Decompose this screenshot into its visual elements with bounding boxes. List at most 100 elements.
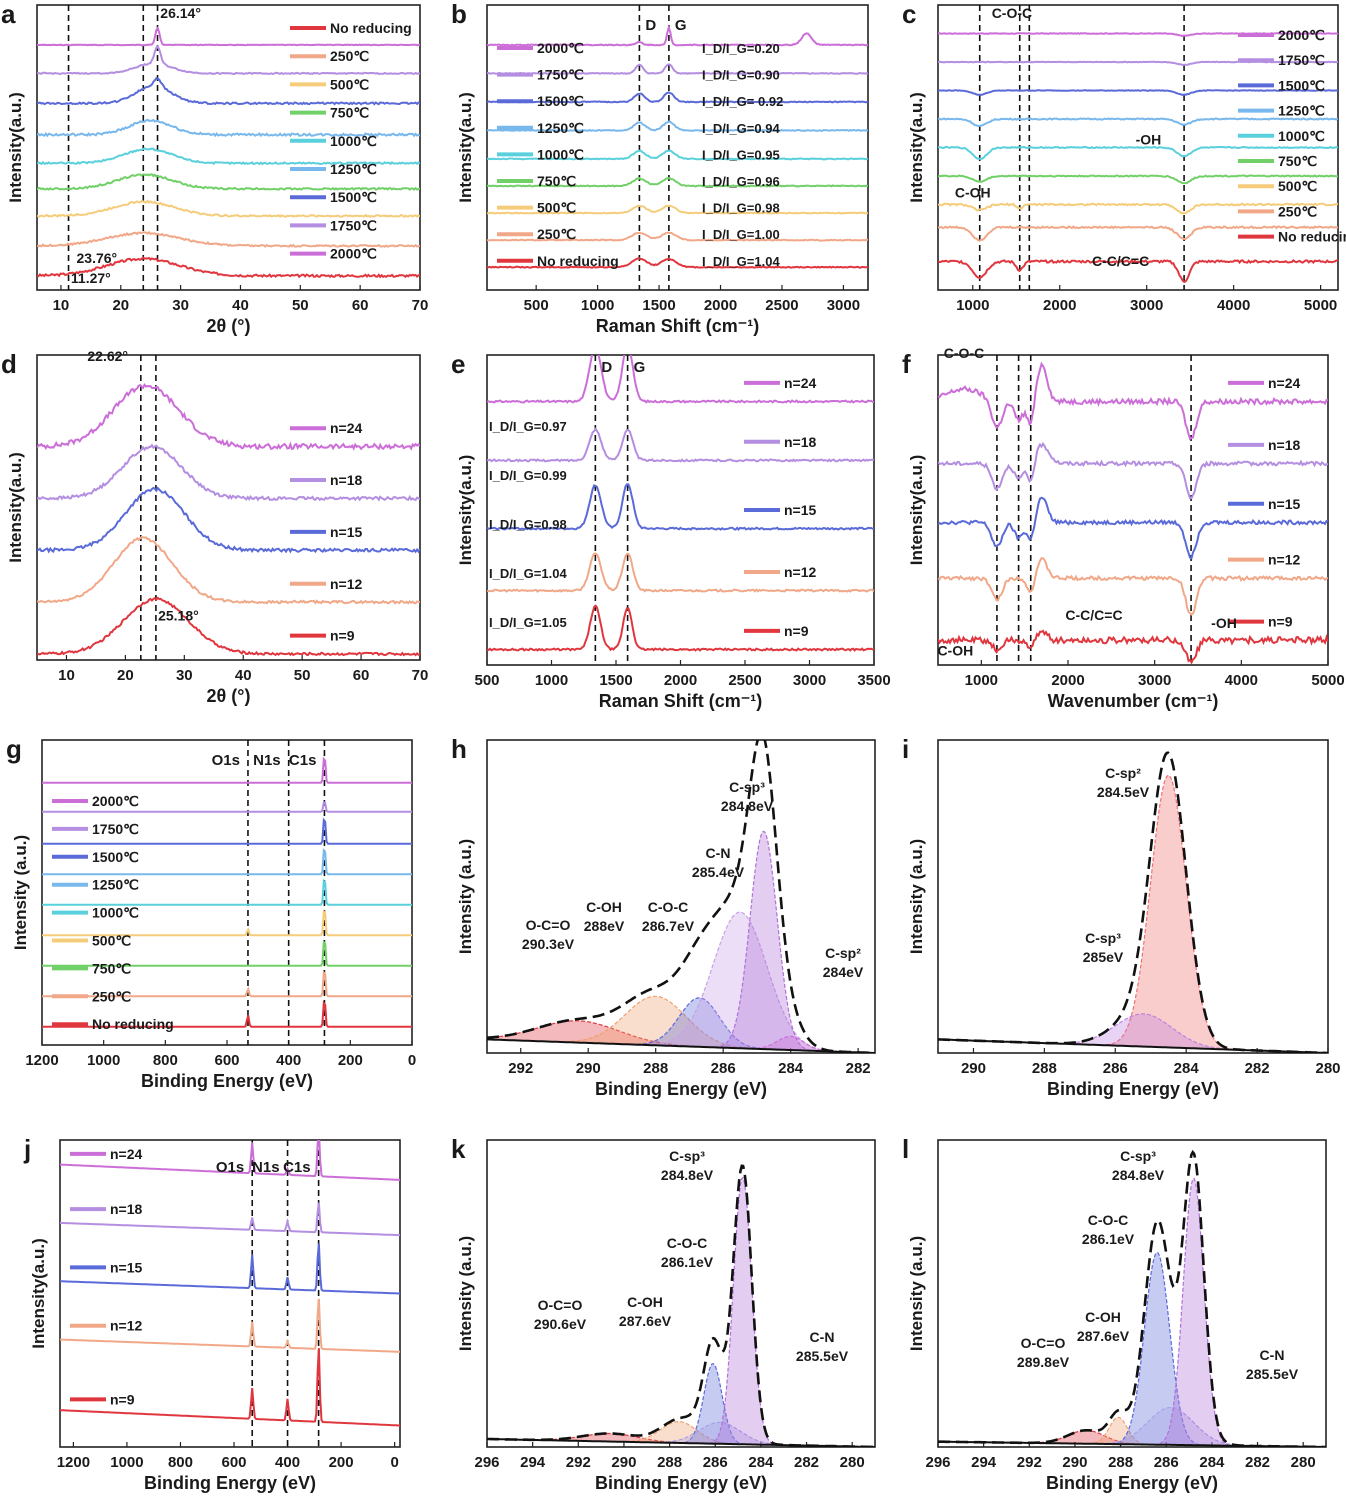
peak-name-label: C-OH <box>1085 1309 1121 1325</box>
panel-b: b 500 1000 1500 2000 2500 3000 Raman Shift (cm⁻… <box>451 0 869 336</box>
plot-frame <box>937 354 1329 666</box>
envelope-line <box>938 751 1328 1053</box>
legend-label: 250℃ <box>1278 203 1317 219</box>
peak-name-label: C-O-C <box>648 899 688 915</box>
series-line <box>487 552 874 593</box>
panel-letter: l <box>902 1134 909 1164</box>
background-line <box>487 1038 875 1053</box>
series-line <box>42 847 412 876</box>
x-axis-label: Binding Energy (eV) <box>595 1473 767 1493</box>
fit-component-fill <box>487 997 875 1053</box>
series-line <box>37 199 420 219</box>
plot-area <box>938 5 1338 290</box>
series-line <box>487 231 868 242</box>
fit-component-fill <box>938 1013 1328 1053</box>
panel-letter: h <box>451 734 467 764</box>
panel-letter: k <box>451 1134 466 1164</box>
x-tick-label: 10 <box>53 297 70 314</box>
x-tick-label: 280 <box>1315 1060 1340 1077</box>
ratio-label: I_D/I_G=0.98 <box>489 517 567 532</box>
series-line <box>938 496 1328 560</box>
peak-label: N1s <box>252 1159 280 1176</box>
x-tick-label: 288 <box>1032 1060 1057 1077</box>
legend-label: 1750℃ <box>537 67 584 83</box>
plot-area <box>938 1149 1326 1447</box>
x-tick-label: 284 <box>1174 1060 1200 1077</box>
ratio-label: I_D/I_G=0.90 <box>702 68 780 83</box>
y-axis-label: Intensity (a.u.) <box>11 835 30 950</box>
x-tick-label: 400 <box>275 1454 300 1471</box>
x-tick-label: 3000 <box>1130 297 1163 314</box>
legend-label: n=9 <box>1268 614 1293 630</box>
series-line <box>487 204 868 215</box>
x-tick-label: 3000 <box>793 672 826 689</box>
x-tick-label: 290 <box>961 1060 986 1077</box>
series-line <box>37 77 420 106</box>
fit-component-fill <box>938 775 1328 1053</box>
panel-a: a 10 20 30 40 50 60 70 2θ (°) Intensity(a.u.) No r… <box>1 0 428 336</box>
series-line <box>42 800 412 813</box>
x-tick-label: 292 <box>1017 1454 1042 1471</box>
peak-name-label: C-N <box>1260 1347 1285 1363</box>
x-tick-label: 288 <box>657 1454 682 1471</box>
legend-label: n=9 <box>784 623 809 639</box>
x-tick-label: 288 <box>1108 1454 1133 1471</box>
series-line <box>938 225 1338 242</box>
panel-letter: i <box>902 734 909 764</box>
envelope-line <box>487 740 875 1053</box>
fit-component-fill <box>487 1020 875 1053</box>
panel-letter: b <box>451 0 467 29</box>
series-line <box>37 173 420 191</box>
fit-component-fill <box>487 831 875 1053</box>
legend-label: 1250℃ <box>92 877 139 893</box>
x-tick-label: 500 <box>474 672 499 689</box>
x-tick-label: 40 <box>232 297 249 314</box>
series-line <box>37 118 420 138</box>
peak-name-label: C-sp³ <box>669 1148 705 1164</box>
peak-energy-label: 287.6eV <box>1077 1328 1130 1344</box>
peak-label: C1s <box>289 752 317 769</box>
legend-label: 1000℃ <box>537 146 584 162</box>
series-line <box>37 25 420 47</box>
legend-label: 1500℃ <box>92 849 139 865</box>
x-tick-label: 500 <box>524 297 549 314</box>
series-line <box>37 596 420 657</box>
x-tick-label: 284 <box>1199 1454 1225 1471</box>
x-axis-label: Raman Shift (cm⁻¹) <box>599 691 763 711</box>
plot-frame <box>937 1139 1327 1448</box>
plot-frame <box>486 4 869 291</box>
series-line <box>60 1348 400 1427</box>
legend-label: 2000℃ <box>537 40 584 56</box>
plot-frame <box>36 354 421 661</box>
legend-label: 1500℃ <box>1278 77 1325 93</box>
legend-label: n=12 <box>784 564 817 580</box>
peak-label: C1s <box>283 1159 311 1176</box>
series-line <box>42 756 412 784</box>
plot-area <box>938 355 1328 665</box>
legend-label: n=18 <box>330 472 363 488</box>
x-tick-label: 1000 <box>965 672 998 689</box>
peak-energy-label: 288eV <box>584 918 625 934</box>
series-line <box>37 535 420 605</box>
annotation: 25.18° <box>158 607 199 623</box>
peak-name-label: C-sp³ <box>1085 930 1121 946</box>
annotation: 26.14° <box>160 5 201 21</box>
x-tick-label: 1200 <box>57 1454 90 1471</box>
x-tick-label: 286 <box>1154 1454 1179 1471</box>
x-axis-label: Binding Energy (eV) <box>144 1473 316 1493</box>
x-tick-label: 282 <box>846 1060 871 1077</box>
series-line <box>37 230 420 248</box>
legend-label: 1750℃ <box>1278 52 1325 68</box>
plot-area <box>487 355 874 665</box>
x-tick-label: 280 <box>840 1454 865 1471</box>
x-tick-label: 282 <box>1245 1060 1270 1077</box>
x-tick-label: 10 <box>58 667 75 684</box>
x-axis-label: Binding Energy (eV) <box>1047 1079 1219 1099</box>
x-axis-label: Binding Energy (eV) <box>595 1079 767 1099</box>
legend-label: 2000℃ <box>92 793 139 809</box>
x-tick-label: 292 <box>566 1454 591 1471</box>
peak-energy-label: 285.5eV <box>796 1348 849 1364</box>
ratio-label: I_D/I_G=0.94 <box>702 121 780 136</box>
series-line <box>42 817 412 845</box>
x-tick-label: 2500 <box>728 672 761 689</box>
